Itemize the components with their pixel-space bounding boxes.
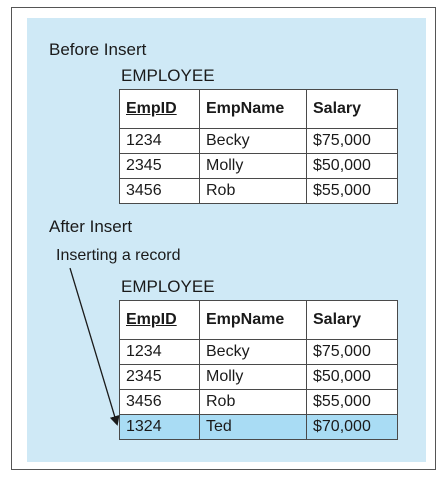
- cell-empname: Becky: [199, 128, 307, 154]
- after-employee-table: EmpID EmpName Salary 1234 Becky $75,000 …: [119, 300, 398, 440]
- cell-salary: $75,000: [306, 339, 398, 365]
- table-row: 1234 Becky $75,000: [119, 339, 398, 365]
- table-row: 2345 Molly $50,000: [119, 364, 398, 390]
- cell-empname: Molly: [199, 364, 307, 390]
- after-table-name: EMPLOYEE: [121, 277, 215, 296]
- cell-salary: $50,000: [306, 153, 398, 179]
- cell-empname: Becky: [199, 339, 307, 365]
- cell-empname: Molly: [199, 153, 307, 179]
- column-header-empname: EmpName: [199, 89, 307, 129]
- inserting-record-annotation: Inserting a record: [56, 247, 181, 264]
- inserted-table-row: 1324 Ted $70,000: [119, 414, 398, 440]
- cell-empid: 2345: [119, 364, 200, 390]
- cell-salary: $70,000: [306, 414, 398, 440]
- cell-empname: Ted: [199, 414, 307, 440]
- column-header-empid: EmpID: [119, 300, 200, 340]
- before-employee-table: EmpID EmpName Salary 1234 Becky $75,000 …: [119, 89, 398, 204]
- column-header-salary: Salary: [306, 89, 398, 129]
- cell-empname: Rob: [199, 178, 307, 204]
- cell-salary: $55,000: [306, 389, 398, 415]
- after-insert-heading: After Insert: [49, 217, 133, 236]
- before-insert-heading: Before Insert: [49, 40, 147, 59]
- before-table-name: EMPLOYEE: [121, 66, 215, 85]
- table-row: 1234 Becky $75,000: [119, 128, 398, 154]
- cell-salary: $75,000: [306, 128, 398, 154]
- table-row: 3456 Rob $55,000: [119, 178, 398, 204]
- table-header-row: EmpID EmpName Salary: [119, 300, 398, 340]
- cell-empid: 3456: [119, 178, 200, 204]
- cell-salary: $55,000: [306, 178, 398, 204]
- table-header-row: EmpID EmpName Salary: [119, 89, 398, 129]
- column-header-empid: EmpID: [119, 89, 200, 129]
